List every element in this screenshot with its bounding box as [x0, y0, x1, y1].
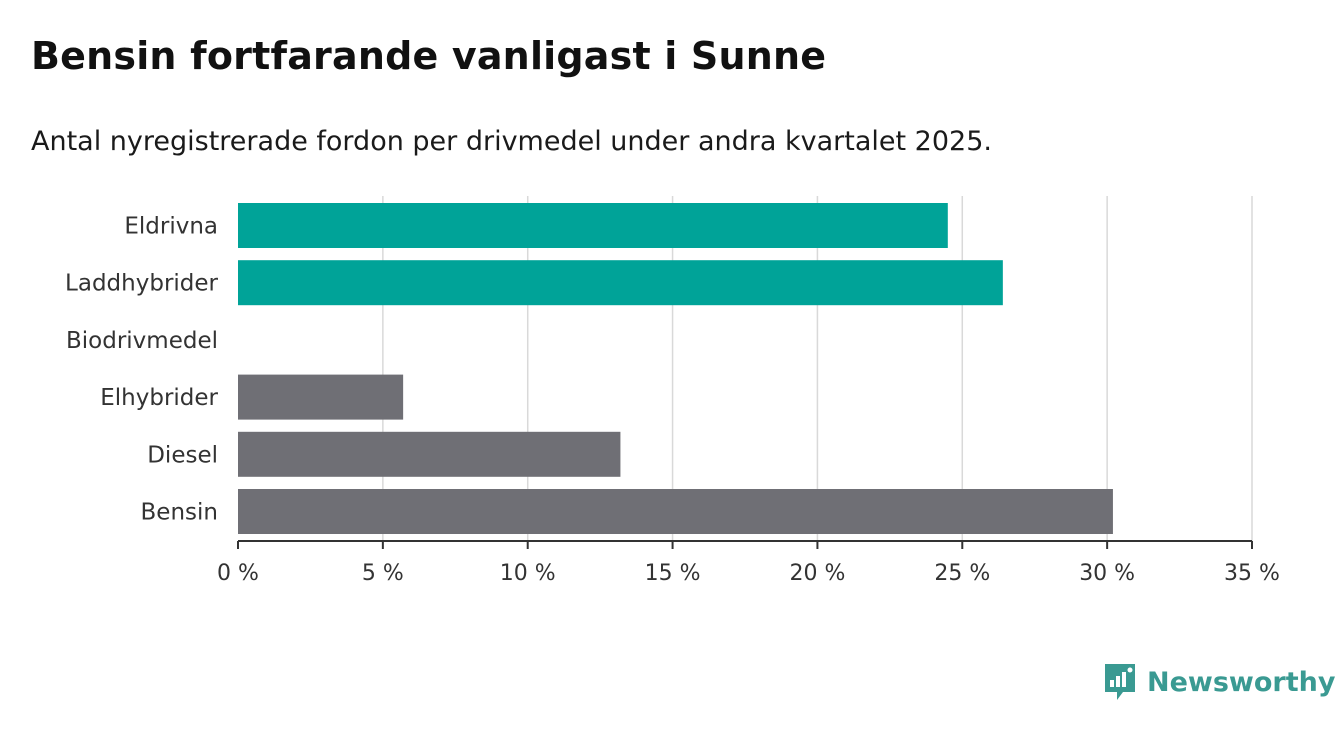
bar	[238, 203, 948, 248]
category-label: Eldrivna	[124, 214, 218, 240]
newsworthy-logo[interactable]: Newsworthy	[1103, 662, 1335, 702]
x-tick-label: 30 %	[1079, 561, 1135, 586]
bar	[238, 431, 621, 477]
bar	[238, 374, 404, 420]
x-tick-label: 5 %	[362, 561, 404, 586]
x-tick-label: 35 %	[1224, 561, 1280, 586]
brand-name: Newsworthy	[1147, 666, 1336, 698]
x-tick-label: 0 %	[217, 561, 259, 586]
x-tick-label: 15 %	[645, 561, 701, 586]
chart-title: Bensin fortfarande vanligast i Sunne	[31, 34, 827, 78]
bar	[238, 489, 1113, 534]
category-label: Elhybrider	[100, 385, 218, 411]
newsworthy-logo-icon	[1105, 664, 1135, 700]
category-label: Laddhybrider	[65, 271, 218, 297]
x-tick-label: 25 %	[934, 561, 990, 586]
category-label: Bensin	[141, 500, 218, 526]
chart-subtitle: Antal nyregistrerade fordon per drivmede…	[31, 126, 992, 157]
x-tick-label: 10 %	[500, 561, 556, 586]
category-label: Biodrivmedel	[66, 328, 218, 354]
x-tick-label: 20 %	[789, 561, 845, 586]
category-label: Diesel	[147, 442, 218, 468]
bar	[238, 260, 1003, 306]
